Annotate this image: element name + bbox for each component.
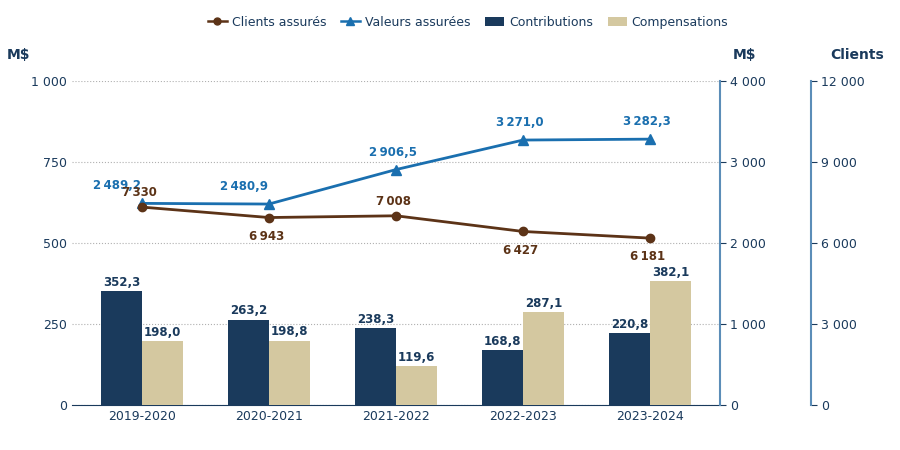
Text: 7 008: 7 008 <box>375 195 410 207</box>
Text: 168,8: 168,8 <box>484 335 521 348</box>
Text: 352,3: 352,3 <box>103 275 140 288</box>
Bar <box>229 320 269 405</box>
Text: 287,1: 287,1 <box>525 297 562 310</box>
Text: 198,8: 198,8 <box>271 325 308 338</box>
Text: 238,3: 238,3 <box>357 312 394 325</box>
Text: 2 480,9: 2 480,9 <box>220 180 268 193</box>
Bar <box>523 312 563 405</box>
Text: 2 489,2: 2 489,2 <box>93 180 141 193</box>
Text: M$: M$ <box>733 48 757 62</box>
Text: M$: M$ <box>7 48 31 62</box>
Bar <box>396 366 436 405</box>
Bar <box>356 328 396 405</box>
Bar <box>142 341 183 405</box>
Text: 2 906,5: 2 906,5 <box>369 146 418 159</box>
Text: 198,0: 198,0 <box>143 326 181 338</box>
Text: 7 330: 7 330 <box>122 186 157 199</box>
Bar <box>609 333 650 405</box>
Text: 6 943: 6 943 <box>248 230 284 243</box>
Legend: Clients assurés, Valeurs assurées, Contributions, Compensations: Clients assurés, Valeurs assurées, Contr… <box>202 11 734 34</box>
Bar <box>482 350 523 405</box>
Bar <box>650 281 691 405</box>
Text: 220,8: 220,8 <box>611 318 648 331</box>
Text: 6 181: 6 181 <box>630 250 665 263</box>
Text: 3 282,3: 3 282,3 <box>624 115 671 128</box>
Text: 6 427: 6 427 <box>503 244 538 256</box>
Bar <box>269 341 310 405</box>
Bar <box>101 291 142 405</box>
Text: 263,2: 263,2 <box>230 305 267 317</box>
Text: 119,6: 119,6 <box>398 351 435 364</box>
Text: 3 271,0: 3 271,0 <box>497 116 544 129</box>
Text: Clients: Clients <box>830 48 884 62</box>
Text: 382,1: 382,1 <box>652 266 689 279</box>
